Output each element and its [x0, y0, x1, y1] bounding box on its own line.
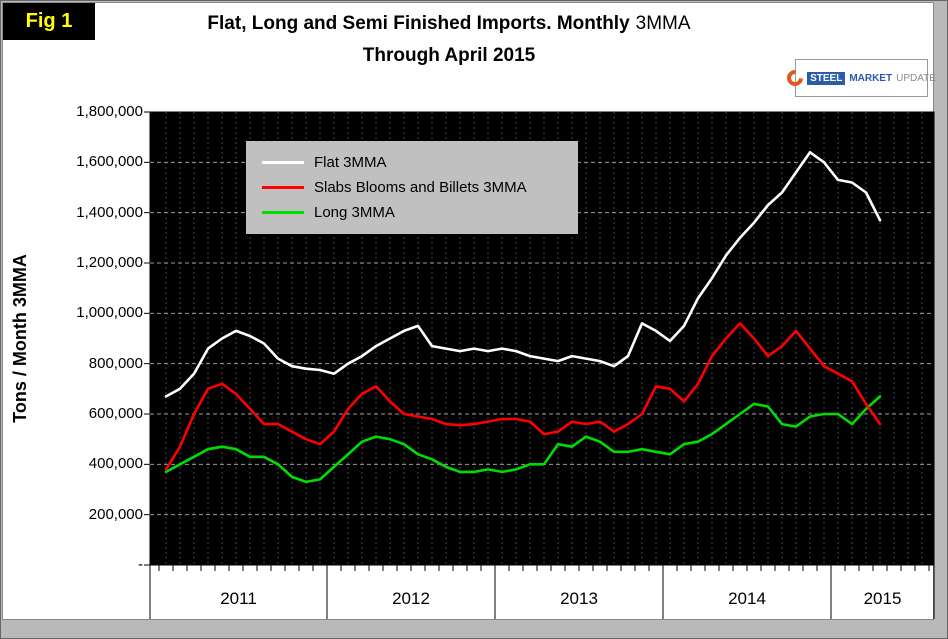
legend-label-flat: Flat 3MMA: [314, 154, 387, 171]
logo-text-steel: STEEL: [807, 71, 846, 85]
legend-line-sample-slabs: [262, 186, 304, 189]
x-year-label-2012: 2012: [392, 589, 430, 608]
legend-line-sample-flat: [262, 161, 304, 164]
y-tick-label-1200000: 1,200,000: [76, 254, 143, 271]
legend-label-slabs: Slabs Blooms and Billets 3MMA: [314, 179, 527, 196]
legend-label-long: Long 3MMA: [314, 204, 395, 221]
chart-title-line1: Flat, Long and Semi Finished Imports. Mo…: [99, 11, 799, 37]
chart-title-line1-regular: 3MMA: [635, 13, 691, 34]
legend-item-long: Long 3MMA: [262, 200, 570, 225]
logo-text-market: MARKET: [849, 72, 893, 84]
y-tick-label-400000: 400,000: [88, 455, 143, 473]
steel-market-update-logo: STEEL MARKET UPDATE: [783, 59, 936, 97]
y-tick-label-200000: 200,000: [88, 505, 143, 523]
chart-title-line2: Through April 2015: [362, 44, 536, 66]
chart-legend: Flat 3MMA Slabs Blooms and Billets 3MMA …: [246, 141, 578, 234]
legend-line-sample-long: [262, 211, 304, 214]
logo-text-update: UPDATE: [896, 72, 936, 84]
chart-plot: [144, 111, 935, 619]
x-year-label-2013: 2013: [560, 589, 598, 608]
y-tick-label-600000: 600,000: [88, 405, 143, 422]
y-tick-label-1400000: 1,400,000: [76, 203, 143, 221]
y-tick-label-800000: 800,000: [88, 354, 143, 372]
y-tick-label-1600000: 1,600,000: [76, 153, 143, 171]
chart-title-line1-bold: Flat, Long and Semi Finished Imports. Mo…: [207, 13, 630, 34]
legend-item-slabs: Slabs Blooms and Billets 3MMA: [262, 175, 570, 200]
chart-title: Flat, Long and Semi Finished Imports. Mo…: [99, 11, 799, 68]
y-tick-label-1800000: 1,800,000: [76, 103, 143, 120]
x-year-label-2015: 2015: [863, 589, 902, 608]
chart-panel: Fig 1 Flat, Long and Semi Finished Impor…: [2, 2, 936, 620]
legend-item-flat: Flat 3MMA: [262, 150, 570, 175]
x-year-label-2011: 2011: [220, 589, 257, 608]
y-tick-label-zero: -: [138, 556, 143, 573]
y-tick-label-1000000: 1,000,000: [76, 304, 143, 322]
x-year-label-2014: 2014: [728, 589, 766, 608]
figure-label: Fig 1: [3, 3, 95, 40]
